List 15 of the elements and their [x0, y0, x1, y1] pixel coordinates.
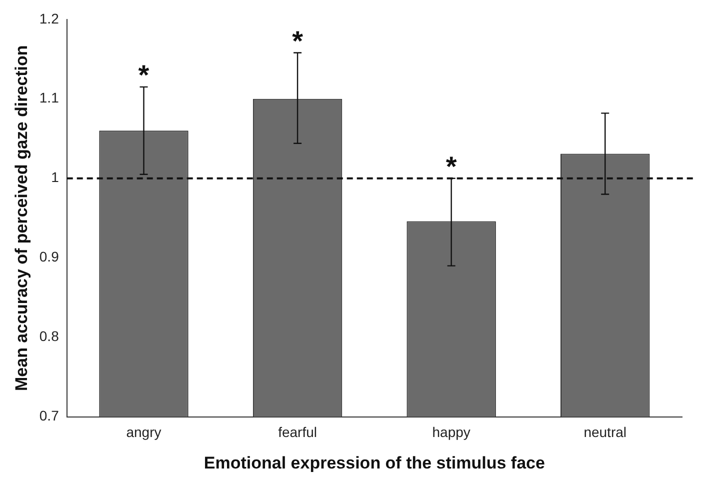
x-tick-label: happy [432, 424, 470, 440]
y-tick-label: 1 [51, 169, 60, 186]
x-tick-label: angry [126, 424, 162, 440]
annotation: * [292, 26, 304, 56]
y-tick-label: 0.9 [39, 248, 60, 265]
y-axis-title: Mean accuracy of perceived gaze direction [12, 45, 31, 392]
annotation: * [446, 151, 457, 182]
x-tick-label: fearful [278, 424, 317, 440]
y-tick-label: 1.2 [39, 10, 60, 26]
y-tick-label: 1.1 [39, 90, 60, 106]
y-tick-label: 0.8 [39, 328, 60, 344]
x-axis-title: Emotional expression of the stimulus face [204, 453, 545, 472]
y-tick-label: 0.7 [39, 408, 60, 424]
annotation: * [138, 60, 150, 91]
x-tick-label: neutral [584, 424, 627, 440]
